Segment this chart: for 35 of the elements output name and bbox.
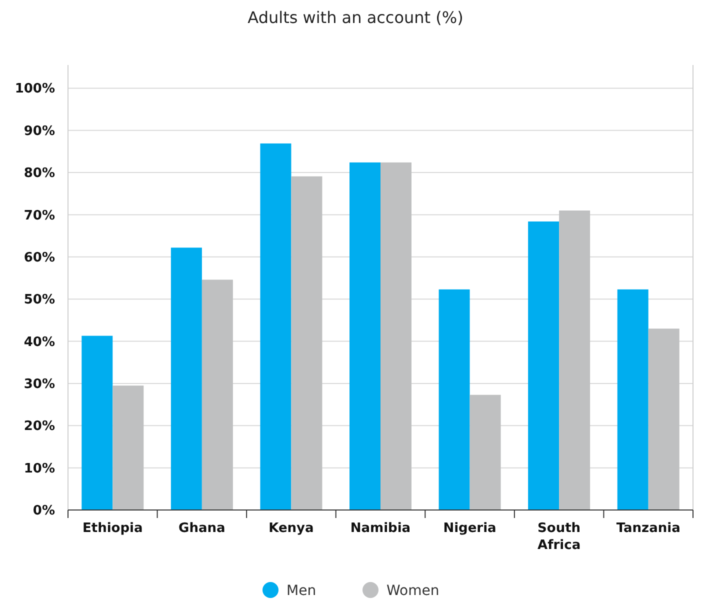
bar: [291, 176, 322, 510]
y-tick-label: 100%: [14, 82, 55, 97]
legend-label: Men: [286, 583, 316, 599]
x-tick-label: Kenya: [268, 521, 314, 536]
x-tick-label: South Africa: [538, 521, 581, 553]
y-tick-label: 70%: [24, 208, 55, 224]
chart-title: Adults with an account (%): [248, 8, 464, 27]
y-tick-label: 40%: [24, 334, 55, 350]
y-tick-label: 90%: [24, 124, 55, 139]
bar: [380, 162, 412, 510]
x-tick-label: Tanzania: [616, 521, 680, 536]
legend-label: Women: [386, 583, 440, 599]
x-tick-label: Ghana: [178, 521, 226, 536]
bar: [617, 289, 648, 510]
bar: [350, 162, 380, 510]
y-tick-label: 30%: [24, 377, 55, 392]
x-tick-label: Nigeria: [443, 521, 496, 536]
bar: [438, 289, 470, 510]
x-tick-label: Ethiopia: [82, 521, 143, 536]
bar: [528, 221, 560, 510]
y-tick-label: 80%: [24, 166, 55, 182]
bar: [112, 386, 144, 510]
y-tick-label: 20%: [24, 419, 55, 434]
y-tick-label: 10%: [24, 461, 55, 476]
y-tick-label: 50%: [24, 292, 55, 308]
bar: [559, 210, 590, 510]
bar: [648, 328, 680, 510]
bar: [470, 394, 501, 510]
y-tick-label: 60%: [24, 250, 55, 266]
y-tick-label: 0%: [32, 504, 55, 519]
bar: [82, 336, 113, 510]
bar: [260, 143, 292, 510]
x-tick-label: Namibia: [350, 521, 411, 536]
bar: [202, 280, 233, 510]
bar: [170, 248, 202, 510]
